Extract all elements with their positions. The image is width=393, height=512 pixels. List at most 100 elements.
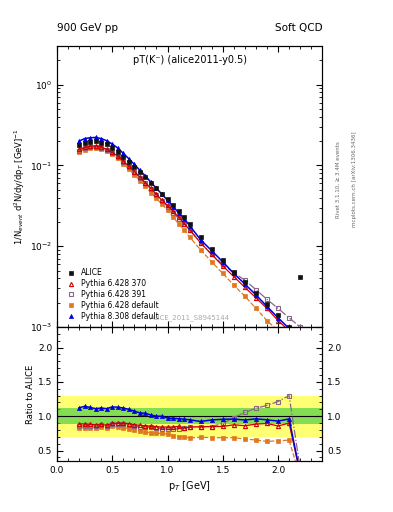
Pythia 8.308 default bbox=[93, 134, 98, 140]
ALICE bbox=[171, 202, 175, 208]
Pythia 8.308 default bbox=[154, 185, 159, 191]
Pythia 8.308 default bbox=[242, 281, 247, 287]
Pythia 6.428 370 bbox=[82, 144, 87, 151]
Pythia 6.428 default bbox=[143, 183, 148, 189]
Pythia 6.428 370 bbox=[176, 214, 181, 220]
Pythia 6.428 370 bbox=[88, 143, 92, 150]
ALICE bbox=[220, 257, 225, 263]
Pythia 8.308 default bbox=[253, 292, 258, 298]
ALICE bbox=[264, 302, 269, 308]
Pythia 6.428 370 bbox=[121, 158, 126, 164]
Pythia 6.428 370 bbox=[231, 273, 236, 280]
Pythia 6.428 default bbox=[160, 201, 164, 207]
ALICE bbox=[143, 175, 148, 181]
Line: Pythia 6.428 370: Pythia 6.428 370 bbox=[77, 144, 302, 344]
Pythia 6.428 default bbox=[138, 178, 142, 184]
Pythia 6.428 391 bbox=[165, 203, 170, 209]
Pythia 6.428 default bbox=[121, 161, 126, 167]
Pythia 8.308 default bbox=[127, 156, 131, 162]
Legend: ALICE, Pythia 6.428 370, Pythia 6.428 391, Pythia 6.428 default, Pythia 8.308 de: ALICE, Pythia 6.428 370, Pythia 6.428 39… bbox=[61, 266, 162, 323]
Pythia 6.428 370 bbox=[287, 328, 292, 334]
Y-axis label: Ratio to ALICE: Ratio to ALICE bbox=[26, 364, 35, 423]
Pythia 6.428 default bbox=[165, 207, 170, 213]
Line: Pythia 6.428 default: Pythia 6.428 default bbox=[77, 145, 302, 356]
Pythia 6.428 391 bbox=[160, 198, 164, 204]
Pythia 6.428 391 bbox=[143, 180, 148, 186]
Pythia 8.308 default bbox=[182, 216, 186, 222]
Pythia 6.428 370 bbox=[220, 263, 225, 269]
ALICE bbox=[110, 145, 115, 152]
Pythia 6.428 391 bbox=[77, 147, 81, 154]
ALICE bbox=[132, 164, 137, 170]
Pythia 6.428 391 bbox=[82, 145, 87, 152]
Pythia 6.428 370 bbox=[154, 191, 159, 197]
Line: Pythia 6.428 391: Pythia 6.428 391 bbox=[77, 144, 302, 329]
Pythia 6.428 391 bbox=[149, 186, 153, 192]
Pythia 6.428 370 bbox=[160, 197, 164, 203]
Pythia 6.428 370 bbox=[264, 305, 269, 311]
ALICE bbox=[138, 169, 142, 175]
Line: ALICE: ALICE bbox=[77, 139, 303, 329]
Pythia 6.428 391 bbox=[93, 143, 98, 150]
Pythia 6.428 391 bbox=[264, 296, 269, 303]
Pythia 8.308 default bbox=[110, 141, 115, 147]
Pythia 6.428 391 bbox=[132, 169, 137, 176]
Pythia 6.428 default bbox=[116, 155, 120, 161]
ALICE bbox=[242, 279, 247, 285]
Pythia 6.428 default bbox=[242, 293, 247, 300]
ALICE bbox=[154, 185, 159, 191]
ALICE bbox=[93, 138, 98, 144]
ALICE bbox=[182, 214, 186, 220]
ALICE bbox=[253, 290, 258, 296]
Pythia 6.428 default bbox=[105, 148, 109, 154]
Pythia 6.428 391 bbox=[110, 150, 115, 156]
Pythia 8.308 default bbox=[99, 136, 104, 142]
Pythia 6.428 370 bbox=[165, 202, 170, 208]
Text: 900 GeV pp: 900 GeV pp bbox=[57, 23, 118, 33]
Pythia 6.428 370 bbox=[253, 295, 258, 301]
Pythia 6.428 370 bbox=[198, 240, 203, 246]
Pythia 6.428 391 bbox=[176, 216, 181, 222]
Pythia 6.428 391 bbox=[276, 305, 281, 311]
Pythia 6.428 default bbox=[93, 144, 98, 151]
Pythia 6.428 default bbox=[253, 305, 258, 311]
ALICE bbox=[276, 312, 281, 318]
Pythia 6.428 370 bbox=[182, 221, 186, 227]
ALICE bbox=[127, 159, 131, 165]
Pythia 6.428 370 bbox=[132, 168, 137, 175]
Pythia 8.308 default bbox=[116, 145, 120, 151]
Pythia 6.428 370 bbox=[242, 284, 247, 290]
ALICE bbox=[77, 142, 81, 148]
Pythia 6.428 391 bbox=[182, 221, 186, 227]
Pythia 6.428 370 bbox=[93, 143, 98, 149]
Pythia 6.428 default bbox=[176, 221, 181, 227]
Pythia 6.428 391 bbox=[187, 227, 192, 233]
X-axis label: p$_{T}$ [GeV]: p$_{T}$ [GeV] bbox=[168, 479, 211, 493]
Pythia 6.428 default bbox=[88, 145, 92, 152]
Pythia 6.428 370 bbox=[143, 180, 148, 186]
Pythia 8.308 default bbox=[187, 223, 192, 229]
Pythia 6.428 370 bbox=[105, 146, 109, 153]
Pythia 6.428 370 bbox=[171, 208, 175, 215]
Pythia 8.308 default bbox=[287, 326, 292, 332]
Pythia 8.308 default bbox=[276, 315, 281, 321]
Pythia 6.428 391 bbox=[209, 251, 214, 258]
Pythia 8.308 default bbox=[88, 135, 92, 141]
Pythia 6.428 391 bbox=[154, 192, 159, 198]
ALICE bbox=[99, 139, 104, 145]
Pythia 6.428 370 bbox=[209, 251, 214, 258]
Pythia 8.308 default bbox=[149, 179, 153, 185]
ALICE bbox=[231, 269, 236, 275]
ALICE bbox=[176, 208, 181, 215]
Pythia 8.308 default bbox=[198, 237, 203, 243]
Pythia 8.308 default bbox=[121, 151, 126, 157]
ALICE bbox=[88, 139, 92, 145]
Pythia 6.428 default bbox=[154, 196, 159, 202]
ALICE bbox=[121, 154, 126, 160]
Pythia 8.308 default bbox=[171, 203, 175, 209]
Pythia 6.428 391 bbox=[253, 287, 258, 293]
Pythia 6.428 391 bbox=[116, 154, 120, 160]
Line: Pythia 8.308 default: Pythia 8.308 default bbox=[77, 135, 302, 341]
Pythia 6.428 370 bbox=[116, 153, 120, 159]
Text: pT(K⁻) (alice2011-y0.5): pT(K⁻) (alice2011-y0.5) bbox=[132, 54, 247, 65]
